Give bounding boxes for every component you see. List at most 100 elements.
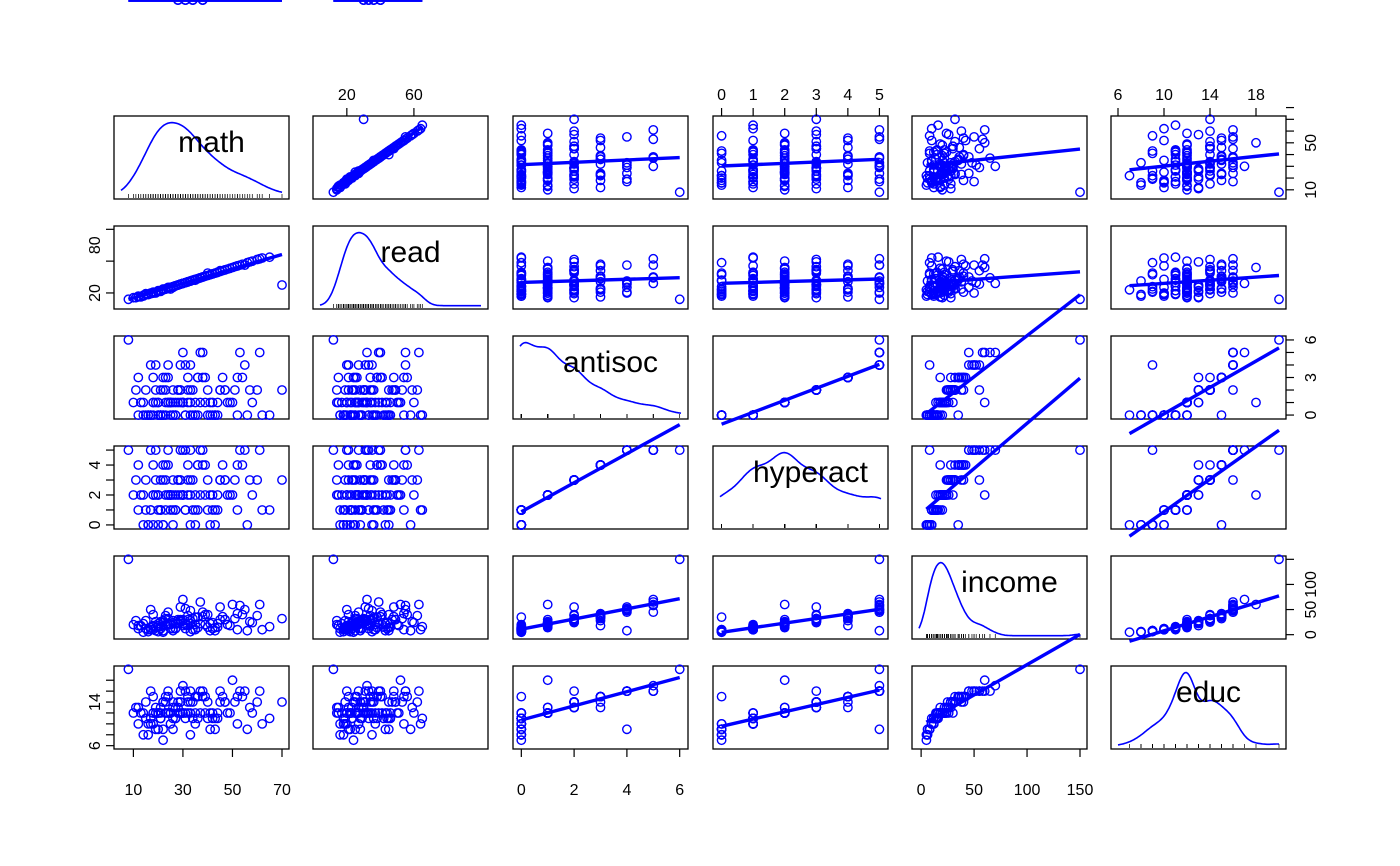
data-point	[415, 410, 426, 420]
data-point	[343, 385, 354, 395]
data-point	[990, 278, 1001, 289]
data-point	[648, 134, 659, 145]
data-point	[185, 445, 196, 455]
data-point	[215, 697, 226, 707]
data-point	[402, 372, 413, 383]
data-point	[390, 697, 401, 707]
data-point	[160, 460, 171, 470]
panel-frame	[911, 665, 1088, 750]
data-point	[400, 445, 411, 455]
data-point	[1228, 124, 1238, 135]
data-point	[516, 691, 527, 702]
data-point	[405, 724, 416, 735]
data-point	[360, 475, 371, 485]
top-tick-label: 20	[338, 87, 356, 104]
data-point	[748, 135, 758, 146]
data-point	[200, 460, 211, 470]
data-point	[377, 609, 387, 620]
top-tick-label: 0	[717, 87, 726, 104]
data-point	[195, 397, 206, 408]
data-point	[148, 460, 159, 470]
panel-frame	[712, 445, 889, 530]
data-point	[1274, 445, 1284, 455]
data-point	[153, 620, 164, 631]
data-point	[130, 385, 141, 395]
data-point	[148, 372, 159, 383]
panel-frame	[312, 225, 489, 310]
data-point	[370, 505, 381, 515]
data-point	[175, 445, 186, 455]
top-tick-label: 4	[843, 87, 852, 104]
data-point	[1205, 281, 1215, 292]
data-point	[542, 675, 553, 686]
data-point	[187, 385, 198, 395]
data-point	[953, 520, 964, 530]
data-point	[343, 702, 354, 713]
data-point	[383, 385, 394, 395]
data-point	[1193, 475, 1204, 485]
regression-line	[1129, 273, 1280, 288]
data-point	[363, 623, 374, 634]
data-point	[948, 264, 958, 275]
data-point	[135, 620, 146, 631]
density-curve-educ	[1117, 671, 1279, 746]
data-point	[569, 264, 579, 275]
data-point	[1170, 252, 1181, 263]
data-point	[215, 475, 226, 485]
data-point	[1216, 276, 1227, 287]
data-point	[950, 136, 960, 147]
data-point	[177, 490, 188, 500]
data-point	[960, 135, 971, 146]
data-point	[407, 385, 418, 395]
data-point	[168, 475, 178, 485]
data-point	[264, 713, 275, 724]
data-point	[1205, 475, 1215, 485]
left-tick-label: 2	[87, 490, 104, 499]
data-point	[277, 613, 287, 624]
data-point	[158, 520, 169, 530]
data-point	[165, 719, 176, 729]
data-point	[215, 385, 226, 395]
data-point	[958, 175, 969, 186]
data-point	[390, 475, 401, 485]
data-point	[200, 397, 211, 408]
data-point	[340, 719, 351, 729]
data-point	[779, 184, 790, 195]
data-point	[375, 611, 386, 622]
data-point	[874, 124, 885, 135]
data-point	[979, 347, 990, 358]
data-point	[362, 347, 372, 358]
regression-line	[925, 376, 1082, 511]
data-point	[348, 735, 359, 746]
data-point	[341, 604, 352, 615]
data-point	[779, 128, 790, 139]
data-point	[1136, 410, 1146, 420]
points	[716, 664, 885, 746]
data-point	[843, 175, 853, 186]
data-point	[385, 490, 396, 500]
data-point	[716, 729, 727, 740]
data-point	[1147, 130, 1158, 141]
regression-line	[721, 157, 880, 168]
points	[516, 445, 685, 530]
data-point	[373, 347, 384, 358]
density-curve-income	[918, 561, 1080, 637]
data-point	[341, 490, 352, 500]
panel-frame	[113, 225, 290, 310]
data-point	[595, 175, 606, 186]
data-point	[123, 664, 134, 675]
data-point	[748, 123, 758, 134]
data-point	[212, 708, 223, 718]
data-point	[402, 460, 413, 470]
data-point	[1228, 162, 1238, 173]
data-point	[397, 697, 408, 707]
data-point	[974, 445, 985, 455]
variable-label-antisoc: antisoc	[563, 346, 658, 379]
data-point	[360, 697, 371, 707]
panel-math-read	[312, 114, 489, 200]
data-point	[170, 397, 181, 408]
data-point	[277, 475, 287, 485]
data-point	[569, 169, 579, 180]
data-point	[811, 126, 822, 137]
data-point	[969, 131, 979, 142]
